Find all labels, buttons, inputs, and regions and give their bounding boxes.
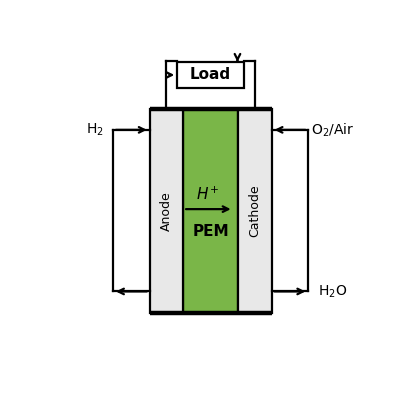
Text: H$_2$: H$_2$ [86,122,104,138]
Text: Anode: Anode [160,191,173,230]
Bar [150,109,183,313]
Text: PEM: PEM [192,225,229,240]
Bar [177,62,244,88]
Text: Load: Load [190,67,231,82]
Text: H$_2$O: H$_2$O [318,283,347,300]
Bar [183,109,238,313]
Text: O$_2$/Air: O$_2$/Air [311,121,354,139]
Text: H$^+$: H$^+$ [196,185,219,202]
Text: Cathode: Cathode [248,185,261,237]
Bar [238,109,272,313]
